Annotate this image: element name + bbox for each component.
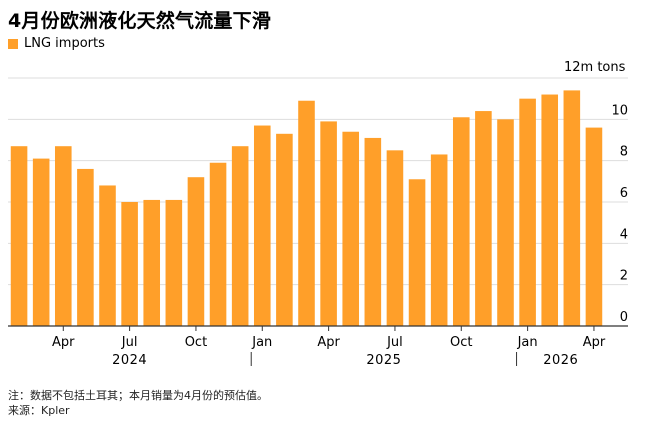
- x-tick-label: Oct: [185, 335, 207, 350]
- bar: [386, 150, 404, 326]
- x-tick-label: Apr: [52, 335, 75, 350]
- legend-label: LNG imports: [24, 36, 105, 51]
- legend-swatch: [8, 38, 18, 49]
- legend: LNG imports: [8, 36, 105, 51]
- year-label: 2026: [543, 353, 578, 368]
- x-tick-label: Jul: [386, 335, 403, 350]
- bar: [121, 202, 138, 326]
- y-tick-label: 2: [620, 269, 628, 284]
- bar: [10, 146, 28, 326]
- y-tick-label: 4: [620, 227, 628, 242]
- year-label: 2024: [112, 353, 147, 368]
- bar: [519, 98, 536, 327]
- bar: [585, 127, 603, 326]
- y-tick-label: 8: [620, 145, 628, 160]
- footnote-disclaimer: 注：数据不包括土耳其；本月销量为4月份的预估值。: [8, 389, 268, 402]
- bar: [77, 168, 94, 326]
- x-tick-label: Jul: [121, 335, 138, 350]
- bar: [231, 146, 249, 326]
- bar: [298, 100, 315, 326]
- x-tick-label: Oct: [450, 335, 472, 350]
- bar: [541, 94, 559, 327]
- bar: [320, 121, 337, 327]
- y-tick-label: 6: [620, 186, 628, 201]
- bar: [408, 179, 426, 326]
- bar: [364, 137, 382, 326]
- bar: [143, 199, 161, 326]
- bar: [209, 162, 227, 326]
- bar: [452, 117, 470, 327]
- bar: [563, 90, 581, 327]
- bar: [253, 125, 271, 327]
- chart-title: 4月份欧洲液化天然气流量下滑: [8, 10, 272, 32]
- year-label: 2025: [366, 353, 401, 368]
- bar: [99, 185, 116, 326]
- x-tick-label: Apr: [583, 335, 606, 350]
- bar: [54, 146, 72, 326]
- y-tick-label: 10: [611, 103, 628, 118]
- x-tick-label: Jan: [251, 335, 272, 350]
- bar: [276, 133, 293, 326]
- x-tick-label: Apr: [317, 335, 340, 350]
- bar: [187, 177, 205, 326]
- bar: [475, 111, 492, 326]
- bar: [342, 131, 360, 326]
- x-tick-label: Jan: [517, 335, 538, 350]
- y-tick-label: 0: [620, 310, 628, 325]
- footnote: 注：数据不包括土耳其；本月销量为4月份的预估值。 来源：Kpler: [8, 388, 268, 418]
- bar: [497, 119, 514, 326]
- footnote-source: 来源：Kpler: [8, 404, 70, 417]
- bar: [165, 199, 183, 326]
- y-axis-unit-label: 12m tons: [564, 60, 626, 75]
- bar: [430, 154, 448, 326]
- bar: [32, 158, 50, 326]
